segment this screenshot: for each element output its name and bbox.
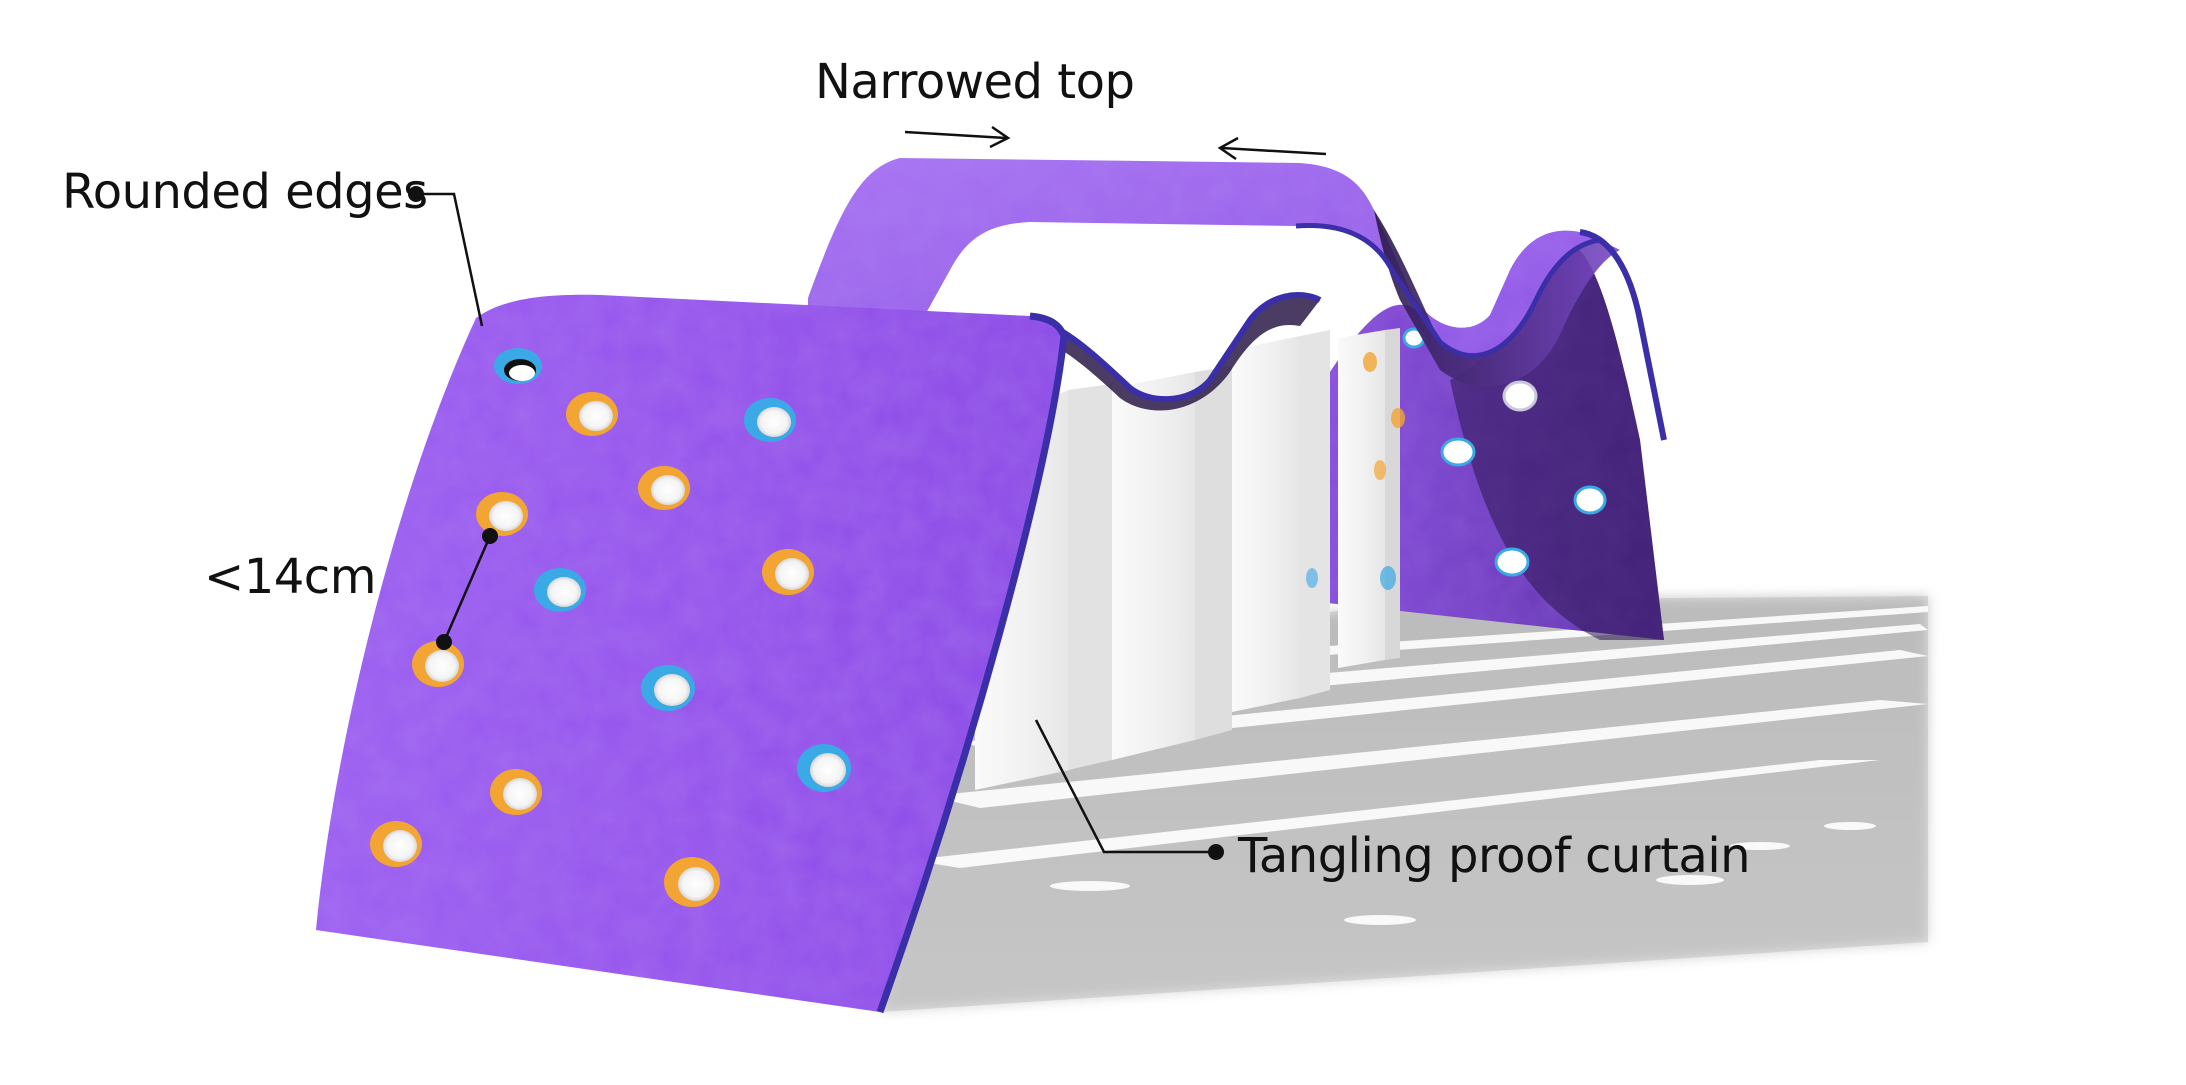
hold-blue: [534, 568, 586, 612]
hold-orange: [638, 466, 690, 510]
top-wave-surface: [808, 158, 1667, 441]
hold-orange: [476, 492, 528, 536]
front-arch: [316, 294, 1068, 1014]
hold-orange: [490, 769, 542, 815]
narrowed-top-label: Narrowed top: [815, 54, 1135, 110]
hold-orange: [762, 549, 814, 595]
hold-orange: [412, 641, 464, 687]
front-arch-inner-band: [1029, 291, 1322, 411]
hold-blue: [494, 348, 542, 384]
hole-spacing-leader: [436, 528, 498, 650]
hold-orange: [370, 821, 422, 867]
hole-spacing-label: <14cm: [204, 549, 376, 605]
arrow-left-icon: [1221, 146, 1327, 156]
narrowed-top-arrows: [904, 125, 1327, 161]
curtain-panels: [975, 328, 1400, 790]
curtain-leader: [1034, 719, 1224, 860]
rounded-edges-label: Rounded edges: [62, 164, 428, 220]
rear-holds: [1306, 327, 1607, 590]
rounded-edges-leader: [408, 186, 484, 327]
hold-orange: [566, 392, 618, 436]
arrow-right-icon: [904, 130, 1007, 140]
front-holds: [370, 348, 851, 907]
hold-blue: [641, 665, 695, 711]
hold-blue: [744, 398, 796, 442]
curtain-label: Tangling proof curtain: [1238, 828, 1751, 884]
arrow-left-head: [1217, 136, 1239, 161]
arrow-right-head: [989, 125, 1011, 149]
hold-blue: [797, 744, 851, 792]
hold-orange: [664, 857, 720, 907]
